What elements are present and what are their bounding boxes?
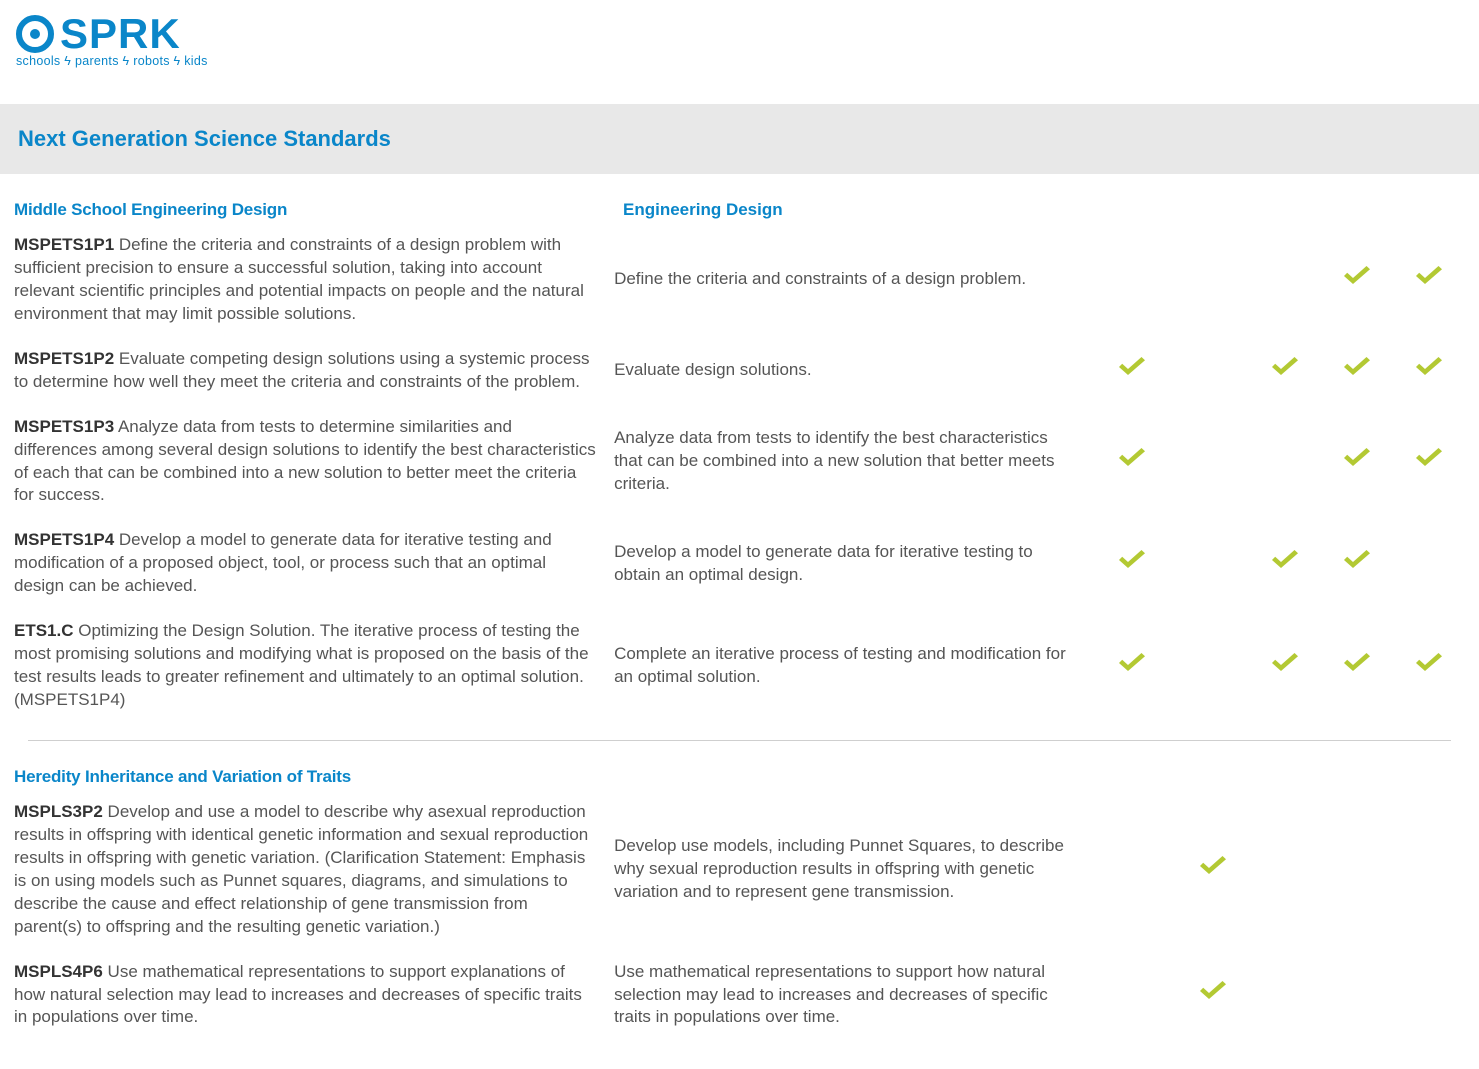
checks (1087, 855, 1465, 884)
check-cell (1393, 652, 1465, 681)
standard-summary: Define the criteria and constraints of a… (614, 268, 1087, 291)
checks-header (1103, 767, 1465, 801)
check-icon (1197, 855, 1229, 879)
standard-row: MSPLS4P6 Use mathematical representation… (14, 961, 1465, 1030)
left-col-title: Middle School Engineering Design (14, 200, 605, 220)
checks (1087, 652, 1465, 681)
check-cell (1321, 447, 1393, 476)
check-icon (1116, 549, 1148, 573)
standard-full: MSPETS1P4 Develop a model to generate da… (14, 529, 614, 598)
section-band: Next Generation Science Standards (0, 104, 1479, 174)
standard-code: MSPLS4P6 (14, 962, 103, 981)
checks (1087, 265, 1465, 294)
standard-code: MSPETS1P4 (14, 530, 114, 549)
check-cell (1321, 265, 1393, 294)
check-cell (1393, 447, 1465, 476)
check-icon (1341, 652, 1373, 676)
standard-full: MSPETS1P3 Analyze data from tests to det… (14, 416, 614, 508)
standard-code: MSPETS1P2 (14, 349, 114, 368)
standard-row: MSPLS3P2 Develop and use a model to desc… (14, 801, 1465, 939)
check-cell (1249, 356, 1321, 385)
standard-code: MSPETS1P3 (14, 417, 114, 436)
standard-summary: Develop a model to generate data for ite… (614, 541, 1087, 587)
standard-summary: Use mathematical representations to supp… (614, 961, 1087, 1030)
check-cell (1177, 980, 1249, 1009)
check-cell (1177, 855, 1249, 884)
check-icon (1269, 652, 1301, 676)
standard-summary: Develop use models, including Punnet Squ… (614, 835, 1087, 904)
logo-wordmark: SPRK (60, 10, 181, 58)
standard-summary: Evaluate design solutions. (614, 359, 1087, 382)
checks (1087, 980, 1465, 1009)
check-cell (1321, 652, 1393, 681)
check-cell (1321, 356, 1393, 385)
check-icon (1341, 356, 1373, 380)
page-root: SPRK schools ϟ parents ϟ robots ϟ kids N… (0, 0, 1479, 1069)
band-title: Next Generation Science Standards (18, 126, 1461, 152)
check-icon (1341, 265, 1373, 289)
standard-full: MSPLS4P6 Use mathematical representation… (14, 961, 614, 1030)
check-cell (1087, 549, 1177, 578)
check-icon (1413, 447, 1445, 471)
logo-mark-icon (16, 15, 54, 53)
check-cell (1393, 356, 1465, 385)
standard-row: ETS1.C Optimizing the Design Solution. T… (14, 620, 1465, 712)
right-col-title: Engineering Design (623, 200, 1091, 220)
left-col-title: Heredity Inheritance and Variation of Tr… (14, 767, 605, 787)
standard-code: MSPLS3P2 (14, 802, 103, 821)
check-cell (1249, 549, 1321, 578)
check-icon (1116, 356, 1148, 380)
check-icon (1269, 549, 1301, 573)
check-cell (1249, 652, 1321, 681)
check-cell (1393, 265, 1465, 294)
standard-summary: Complete an iterative process of testing… (614, 643, 1087, 689)
check-icon (1341, 549, 1373, 573)
check-icon (1269, 356, 1301, 380)
standard-row: MSPETS1P2 Evaluate competing design solu… (14, 348, 1465, 394)
check-cell (1087, 652, 1177, 681)
section-header: Heredity Inheritance and Variation of Tr… (14, 741, 1465, 801)
check-icon (1413, 652, 1445, 676)
checks (1087, 447, 1465, 476)
standard-row: MSPETS1P4 Develop a model to generate da… (14, 529, 1465, 598)
logo: SPRK schools ϟ parents ϟ robots ϟ kids (0, 0, 1479, 76)
standard-full: MSPETS1P2 Evaluate competing design solu… (14, 348, 614, 394)
standard-code: ETS1.C (14, 621, 74, 640)
checks (1087, 549, 1465, 578)
checks-header (1103, 200, 1465, 234)
logo-top: SPRK (16, 10, 1463, 58)
standard-row: MSPETS1P1 Define the criteria and constr… (14, 234, 1465, 326)
standard-full: MSPETS1P1 Define the criteria and constr… (14, 234, 614, 326)
section-header: Middle School Engineering Design Engineer… (14, 174, 1465, 234)
check-cell (1087, 356, 1177, 385)
check-cell (1321, 549, 1393, 578)
check-icon (1116, 447, 1148, 471)
standard-full: MSPLS3P2 Develop and use a model to desc… (14, 801, 614, 939)
check-icon (1341, 447, 1373, 471)
check-cell (1087, 447, 1177, 476)
logo-tagline: schools ϟ parents ϟ robots ϟ kids (16, 54, 1463, 68)
standard-full: ETS1.C Optimizing the Design Solution. T… (14, 620, 614, 712)
check-icon (1413, 265, 1445, 289)
standard-code: MSPETS1P1 (14, 235, 114, 254)
check-icon (1197, 980, 1229, 1004)
check-icon (1413, 356, 1445, 380)
standard-row: MSPETS1P3 Analyze data from tests to det… (14, 416, 1465, 508)
checks (1087, 356, 1465, 385)
check-icon (1116, 652, 1148, 676)
standard-summary: Analyze data from tests to identify the … (614, 427, 1087, 496)
content: Middle School Engineering Design Engineer… (0, 174, 1479, 1029)
